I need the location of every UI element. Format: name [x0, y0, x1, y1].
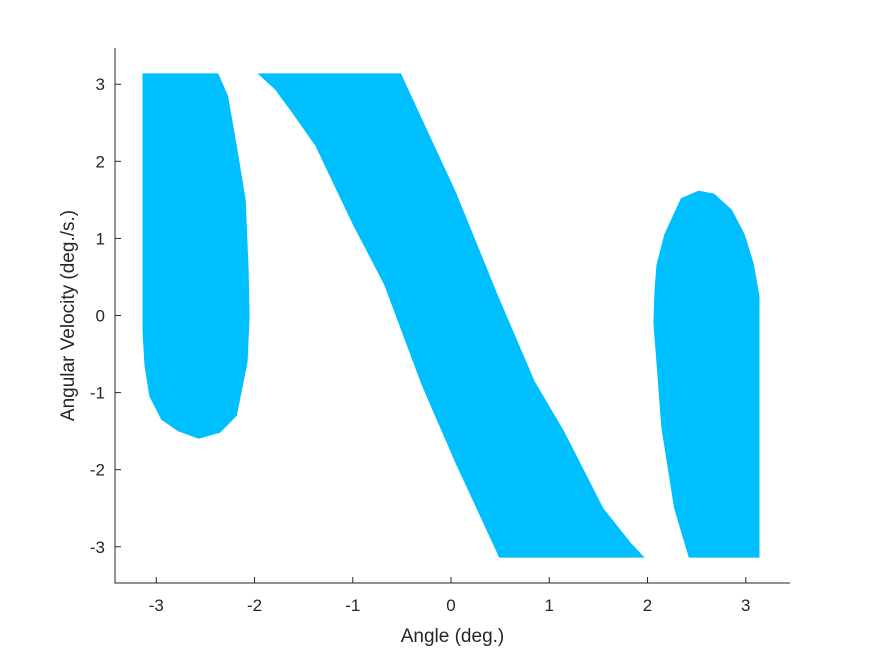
y-tick-label: -1: [90, 384, 105, 403]
y-tick-label: -2: [90, 461, 105, 480]
y-ticks: -3 -2 -1 0 1 2 3: [90, 75, 121, 557]
x-tick-label: -1: [345, 596, 360, 615]
y-tick-label: 0: [96, 307, 105, 326]
x-tick-label: -2: [247, 596, 262, 615]
x-ticks: -3 -2 -1 0 1 2 3: [149, 577, 751, 615]
x-tick-label: 1: [545, 596, 554, 615]
x-axis-label: Angle (deg.): [401, 626, 505, 647]
x-tick-label: 0: [446, 596, 455, 615]
y-tick-label: 1: [96, 229, 105, 248]
fill-region-2: [257, 73, 645, 558]
fill-region-1: [142, 73, 250, 439]
axes-frame: [114, 48, 790, 584]
y-tick-label: 3: [96, 75, 105, 94]
x-tick-label: 3: [741, 596, 750, 615]
y-tick-label: -3: [90, 538, 105, 557]
y-axis-label: Angular Velocity (deg./s.): [58, 210, 79, 421]
y-tick-label: 2: [96, 152, 105, 171]
x-tick-label: 2: [643, 596, 652, 615]
fill-region-3: [653, 190, 760, 558]
fill-regions: [142, 73, 760, 558]
x-tick-label: -3: [149, 596, 164, 615]
